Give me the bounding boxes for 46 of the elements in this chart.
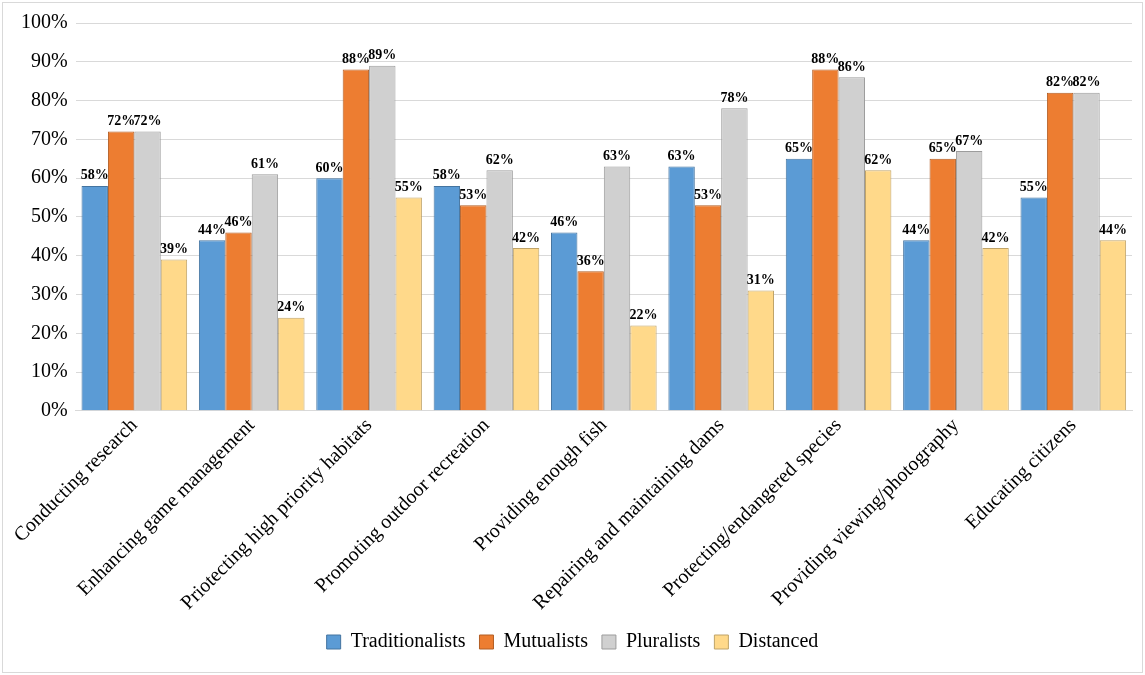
data-label: 39% — [159, 241, 188, 257]
data-label: 72% — [133, 113, 162, 129]
data-label: 65% — [784, 140, 813, 156]
data-label: 36% — [576, 252, 605, 268]
y-tick-label: 60% — [30, 165, 68, 188]
data-label: 88% — [341, 51, 370, 67]
data-label: 31% — [746, 272, 775, 288]
data-label: 86% — [837, 58, 866, 74]
data-label: 44% — [1098, 221, 1127, 237]
data-label: 46% — [550, 214, 579, 230]
data-label: 82% — [1072, 74, 1101, 90]
y-tick-label: 30% — [30, 281, 68, 304]
data-label: 78% — [720, 89, 749, 105]
y-tick-label: 90% — [30, 49, 68, 72]
data-label: 60% — [315, 159, 344, 175]
legend-label: Pluralists — [625, 629, 701, 652]
data-label: 24% — [277, 299, 306, 315]
data-label: 46% — [224, 214, 253, 230]
y-tick-label: 100% — [20, 10, 68, 33]
y-tick-label: 40% — [30, 242, 68, 265]
y-tick-label: 20% — [30, 320, 68, 343]
data-label: 58% — [432, 167, 461, 183]
data-label: 62% — [864, 151, 893, 167]
data-label: 22% — [629, 307, 658, 323]
y-tick-label: 50% — [30, 204, 68, 227]
data-label: 67% — [955, 132, 984, 148]
legend-label: Mutualists — [503, 629, 589, 652]
data-label: 62% — [485, 151, 514, 167]
y-tick-label: 10% — [30, 359, 68, 382]
data-label: 42% — [981, 229, 1010, 245]
data-label: 63% — [603, 148, 632, 164]
data-label: 61% — [250, 155, 279, 171]
y-tick-label: 70% — [30, 126, 68, 149]
legend-label: Distanced — [738, 629, 819, 652]
data-label: 63% — [667, 148, 696, 164]
data-label: 55% — [1019, 179, 1048, 195]
data-label: 53% — [459, 186, 488, 202]
data-label: 53% — [694, 186, 722, 202]
data-label: 44% — [902, 221, 931, 237]
legend-label: Traditionalists — [350, 629, 466, 652]
y-tick-label: 0% — [40, 398, 68, 421]
data-label: 89% — [368, 47, 397, 63]
data-label: 42% — [512, 229, 541, 245]
data-label: 55% — [394, 179, 423, 195]
data-label: 58% — [80, 167, 109, 183]
y-tick-label: 80% — [30, 87, 68, 110]
